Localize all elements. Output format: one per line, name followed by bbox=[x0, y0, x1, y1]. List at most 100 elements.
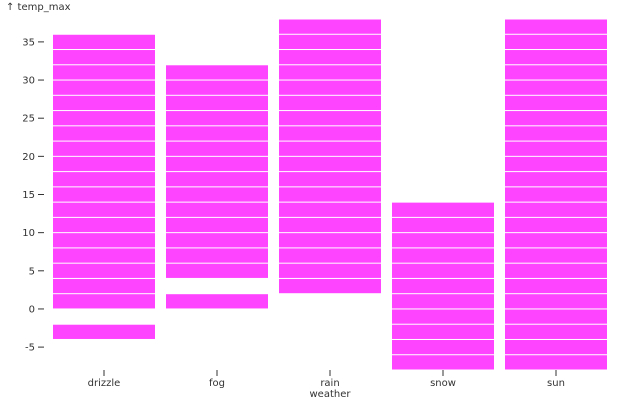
y-tick-label: 15 bbox=[22, 190, 35, 201]
bar-band bbox=[166, 217, 268, 233]
y-tick-label: 10 bbox=[22, 228, 35, 239]
bar-band bbox=[505, 50, 607, 65]
x-axis-title: weather bbox=[310, 389, 352, 400]
bar-band bbox=[505, 248, 607, 263]
x-tick-label: rain bbox=[320, 378, 339, 389]
bar-band bbox=[505, 309, 607, 324]
bar-band bbox=[53, 248, 155, 263]
y-tick-label: 30 bbox=[22, 76, 35, 87]
bar-band bbox=[505, 141, 607, 156]
bar-band bbox=[392, 324, 494, 339]
bar-band bbox=[53, 111, 155, 126]
bar-band bbox=[53, 217, 155, 233]
bar-band bbox=[279, 141, 381, 156]
bar-band bbox=[166, 187, 268, 202]
x-tick-label: sun bbox=[547, 378, 565, 389]
bar-band bbox=[392, 248, 494, 263]
bar-band bbox=[505, 111, 607, 126]
bar-band bbox=[505, 233, 607, 248]
bar-band bbox=[505, 187, 607, 202]
bar-band bbox=[53, 80, 155, 95]
bar-band bbox=[279, 248, 381, 263]
bar-band bbox=[53, 263, 155, 278]
y-tick-label: 5 bbox=[29, 266, 35, 277]
x-tick-label: drizzle bbox=[88, 378, 121, 389]
bar-band bbox=[166, 156, 268, 172]
bar-band bbox=[53, 294, 155, 309]
bar-band bbox=[392, 217, 494, 233]
bar-band bbox=[53, 34, 155, 50]
bar-band bbox=[392, 309, 494, 324]
bar-band bbox=[505, 65, 607, 80]
bar-band bbox=[279, 263, 381, 278]
bar-band bbox=[53, 233, 155, 248]
bar-group-rain bbox=[279, 19, 381, 294]
bar-band bbox=[279, 65, 381, 80]
y-tick-label: 0 bbox=[29, 304, 35, 315]
bar-band bbox=[505, 95, 607, 111]
y-axis: -5 0 5 10 15 20 25 30 35 bbox=[22, 37, 44, 354]
bar-group-fog bbox=[166, 65, 268, 309]
y-tick-label: 25 bbox=[22, 114, 35, 125]
bar-band bbox=[279, 187, 381, 202]
bar-band bbox=[279, 80, 381, 95]
x-tick-label: fog bbox=[209, 378, 225, 389]
bar-band bbox=[505, 172, 607, 187]
bar-band bbox=[53, 141, 155, 156]
bars-layer bbox=[53, 19, 607, 370]
bar-band bbox=[53, 172, 155, 187]
bar-band bbox=[279, 202, 381, 217]
bar-band bbox=[53, 278, 155, 294]
bar-band bbox=[505, 294, 607, 309]
bar-band bbox=[505, 80, 607, 95]
bar-band bbox=[279, 126, 381, 141]
bar-band bbox=[279, 217, 381, 233]
bar-group-snow bbox=[392, 202, 494, 370]
bar-band bbox=[166, 294, 268, 309]
bar-band bbox=[279, 172, 381, 187]
bar-band bbox=[53, 187, 155, 202]
bar-band bbox=[505, 278, 607, 294]
bar-band bbox=[392, 263, 494, 278]
bar-band bbox=[166, 126, 268, 141]
bar-band bbox=[505, 355, 607, 370]
bar-band bbox=[279, 278, 381, 294]
bar-band bbox=[166, 141, 268, 156]
bar-group-drizzle bbox=[53, 34, 155, 339]
bar-band bbox=[505, 126, 607, 141]
bar-band bbox=[53, 156, 155, 172]
bar-band bbox=[505, 263, 607, 278]
bar-band bbox=[392, 355, 494, 370]
bar-band bbox=[392, 294, 494, 309]
bar-band bbox=[279, 233, 381, 248]
y-tick-label: -5 bbox=[25, 343, 35, 354]
bar-band bbox=[166, 248, 268, 263]
bar-band bbox=[53, 95, 155, 111]
bar-band bbox=[166, 263, 268, 278]
bar-group-sun bbox=[505, 19, 607, 370]
bar-band bbox=[392, 202, 494, 217]
bar-band bbox=[166, 80, 268, 95]
bar-band bbox=[53, 202, 155, 217]
bar-band bbox=[166, 111, 268, 126]
bar-band bbox=[166, 233, 268, 248]
bar-band bbox=[392, 233, 494, 248]
bar-band bbox=[279, 111, 381, 126]
bar-band bbox=[505, 324, 607, 339]
bar-band bbox=[279, 34, 381, 50]
bar-band bbox=[279, 19, 381, 34]
x-tick-label: snow bbox=[430, 378, 456, 389]
bar-band bbox=[392, 278, 494, 294]
bar-band bbox=[505, 339, 607, 355]
bar-band bbox=[53, 65, 155, 80]
bar-band bbox=[53, 324, 155, 339]
bar-band bbox=[392, 339, 494, 355]
bar-band bbox=[166, 65, 268, 80]
bar-band bbox=[279, 50, 381, 65]
bar-band bbox=[166, 95, 268, 111]
bar-band bbox=[53, 50, 155, 65]
bar-band bbox=[166, 202, 268, 217]
bar-band bbox=[53, 126, 155, 141]
bar-band bbox=[279, 95, 381, 111]
